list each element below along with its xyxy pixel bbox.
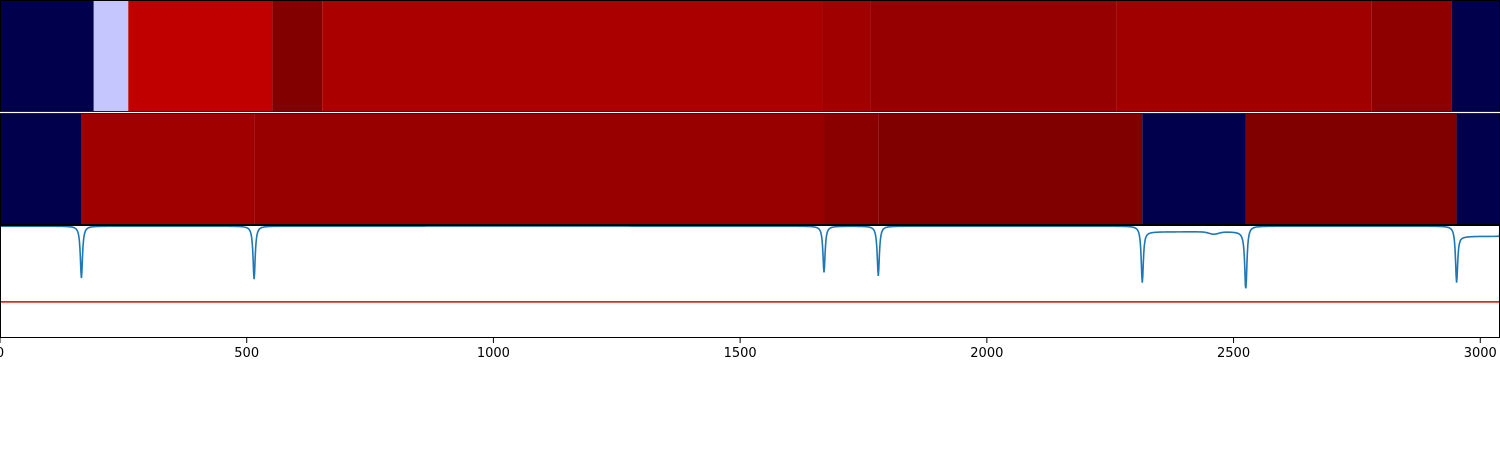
- line-panel: [0, 225, 1500, 338]
- heatmap-top-cell-3: [272, 0, 323, 112]
- x-tick-label-4: 2000: [970, 346, 1003, 361]
- x-tick-label-5: 2500: [1217, 346, 1250, 361]
- heatmap-middle-cell-2: [254, 113, 825, 225]
- heatmap-middle-cell-6: [1245, 113, 1457, 225]
- x-axis: 0 500 1000 1500 2000 2500 3000: [0, 338, 1497, 361]
- heatmap-top-cell-0: [0, 0, 94, 112]
- x-tick-label-0: 0: [0, 346, 4, 361]
- heatmap-middle-cell-3: [824, 113, 879, 225]
- heatmap-middle-cell-0: [0, 113, 82, 225]
- x-tick-label-2: 1000: [477, 346, 510, 361]
- x-tick-label-3: 1500: [724, 346, 757, 361]
- line-panel-background: [0, 225, 1500, 338]
- heatmap-top-cell-5: [822, 0, 871, 112]
- heatmap-middle-cell-4: [878, 113, 1143, 225]
- series-line: [0, 225, 1500, 289]
- heatmap-middle-cell-1: [81, 113, 255, 225]
- heatmap-top-cell-2: [128, 0, 273, 112]
- x-tick-label-1: 500: [234, 346, 259, 361]
- heatmap-top: [0, 0, 1500, 112]
- heatmap-top-cell-7: [1116, 0, 1372, 112]
- heatmap-middle: [0, 113, 1500, 225]
- x-tick-label-6: 3000: [1464, 346, 1497, 361]
- heatmap-top-cell-6: [870, 0, 1117, 112]
- heatmap-top-cell-4: [322, 0, 823, 112]
- heatmap-middle-cell-5: [1142, 113, 1246, 225]
- heatmap-top-cell-9: [1451, 0, 1500, 112]
- heatmap-top-cell-8: [1371, 0, 1452, 112]
- heatmap-middle-cell-7: [1456, 113, 1500, 225]
- heatmap-top-cell-1: [93, 0, 129, 112]
